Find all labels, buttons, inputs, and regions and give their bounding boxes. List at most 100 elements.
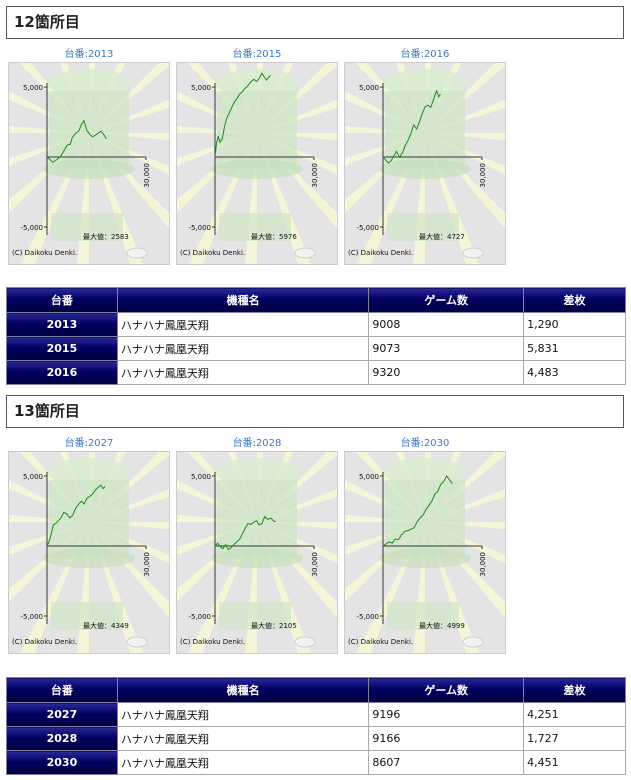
machine-number: 2015 [6, 336, 118, 361]
machine-table: 台番 機種名 ゲーム数 差枚 2013 ハナハナ鳳凰天翔 9008 1,290 … [6, 287, 626, 385]
coin-diff: 4,483 [523, 360, 626, 385]
header-model: 機種名 [116, 677, 370, 703]
balance-line [214, 515, 276, 551]
table-header-row: 台番 機種名 ゲーム数 差枚 [6, 287, 626, 313]
graph-label[interactable]: 台番:2030 [400, 438, 450, 449]
game-count: 9008 [368, 312, 525, 337]
copyright-text: (C) Daikoku Denki. [348, 249, 413, 257]
graph-label[interactable]: 台番:2013 [64, 49, 114, 60]
graph-2028[interactable]: 台番:2028 5,000 -5,000 30,000 最大値：2105 (C) Dai… [176, 437, 338, 654]
copyright-text: (C) Daikoku Denki. [12, 638, 77, 646]
graph-label[interactable]: 台番:2028 [232, 438, 282, 449]
table-row: 2013 ハナハナ鳳凰天翔 9008 1,290 [6, 312, 626, 337]
graph-label[interactable]: 台番:2016 [400, 49, 450, 60]
y-tick-bottom: -5,000 [356, 613, 379, 621]
model-name: ハナハナ鳳凰天翔 [116, 726, 370, 751]
header-number: 台番 [6, 287, 118, 313]
graph-svg: 5,000 -5,000 30,000 最大値：4999 (C) Daikoku Den… [345, 452, 505, 653]
y-tick-top: 5,000 [191, 473, 211, 481]
x-tick-end: 30,000 [143, 163, 151, 188]
table-row: 2028 ハナハナ鳳凰天翔 9166 1,727 [6, 726, 626, 751]
x-tick-end: 30,000 [311, 163, 319, 188]
game-count: 9073 [368, 336, 525, 361]
graph-box: 5,000 -5,000 30,000 最大値：4349 (C) Daikoku Den… [8, 451, 170, 654]
balance-line [382, 475, 453, 547]
graph-2030[interactable]: 台番:2030 5,000 -5,000 30,000 最大値：4999 (C) Dai… [344, 437, 506, 654]
max-value-label: 最大値：4999 [419, 621, 465, 630]
header-diff: 差枚 [523, 287, 626, 313]
graph-2015[interactable]: 台番:2015 5,000 -5,000 30,000 最大値：5976 (C) Dai… [176, 48, 338, 265]
balance-line [46, 484, 106, 547]
y-tick-bottom: -5,000 [188, 613, 211, 621]
copyright-text: (C) Daikoku Denki. [180, 638, 245, 646]
copyright-text: (C) Daikoku Denki. [180, 249, 245, 257]
table-row: 2027 ハナハナ鳳凰天翔 9196 4,251 [6, 702, 626, 727]
header-games: ゲーム数 [368, 677, 525, 703]
copyright-text: (C) Daikoku Denki. [12, 249, 77, 257]
graph-box: 5,000 -5,000 30,000 最大値：2583 (C) Daikoku Den… [8, 62, 170, 265]
header-games: ゲーム数 [368, 287, 525, 313]
game-count: 9166 [368, 726, 525, 751]
machine-table: 台番 機種名 ゲーム数 差枚 2027 ハナハナ鳳凰天翔 9196 4,251 … [6, 677, 626, 775]
graph-svg: 5,000 -5,000 30,000 最大値：4349 (C) Daikoku Den… [9, 452, 169, 653]
graph-box: 5,000 -5,000 30,000 最大値：4727 (C) Daikoku Den… [344, 62, 506, 265]
max-value-label: 最大値：5976 [251, 232, 297, 241]
y-tick-top: 5,000 [359, 84, 379, 92]
model-name: ハナハナ鳳凰天翔 [116, 360, 370, 385]
graph-svg: 5,000 -5,000 30,000 最大値：4727 (C) Daikoku Den… [345, 63, 505, 264]
copyright-text: (C) Daikoku Denki. [348, 638, 413, 646]
y-tick-bottom: -5,000 [20, 613, 43, 621]
y-tick-bottom: -5,000 [188, 224, 211, 232]
coin-diff: 1,290 [523, 312, 626, 337]
coin-diff: 4,251 [523, 702, 626, 727]
graph-background [177, 452, 337, 653]
graph-svg: 5,000 -5,000 30,000 最大値：2105 (C) Daikoku Den… [177, 452, 337, 653]
model-name: ハナハナ鳳凰天翔 [116, 750, 370, 775]
y-tick-top: 5,000 [359, 473, 379, 481]
y-tick-top: 5,000 [23, 84, 43, 92]
graph-2013[interactable]: 台番:2013 5,000 -5,000 30,000 最大値：2583 (C) Dai… [8, 48, 170, 265]
x-tick-end: 30,000 [143, 552, 151, 577]
max-value-label: 最大値：4727 [419, 232, 465, 241]
x-tick-end: 30,000 [479, 552, 487, 577]
graph-label[interactable]: 台番:2015 [232, 49, 282, 60]
machine-number: 2028 [6, 726, 118, 751]
max-value-label: 最大値：2105 [251, 621, 297, 630]
graph-label[interactable]: 台番:2027 [64, 438, 114, 449]
graph-box: 5,000 -5,000 30,000 最大値：4999 (C) Daikoku Den… [344, 451, 506, 654]
graph-2027[interactable]: 台番:2027 5,000 -5,000 30,000 最大値：4349 (C) Dai… [8, 437, 170, 654]
y-tick-top: 5,000 [23, 473, 43, 481]
balance-line [46, 119, 107, 163]
graph-box: 5,000 -5,000 30,000 最大値：5976 (C) Daikoku Den… [176, 62, 338, 265]
header-number: 台番 [6, 677, 118, 703]
table-header-row: 台番 機種名 ゲーム数 差枚 [6, 677, 626, 703]
model-name: ハナハナ鳳凰天翔 [116, 336, 370, 361]
graph-2016[interactable]: 台番:2016 5,000 -5,000 30,000 最大値：4727 (C) Dai… [344, 48, 506, 265]
y-tick-bottom: -5,000 [20, 224, 43, 232]
x-tick-end: 30,000 [479, 163, 487, 188]
table-row: 2030 ハナハナ鳳凰天翔 8607 4,451 [6, 750, 626, 775]
section-title: 12箇所目 [6, 6, 624, 39]
coin-diff: 5,831 [523, 336, 626, 361]
model-name: ハナハナ鳳凰天翔 [116, 312, 370, 337]
x-tick-end: 30,000 [311, 552, 319, 577]
table-row: 2016 ハナハナ鳳凰天翔 9320 4,483 [6, 360, 626, 385]
machine-number: 2030 [6, 750, 118, 775]
graph-box: 5,000 -5,000 30,000 最大値：2105 (C) Daikoku Den… [176, 451, 338, 654]
balance-line [214, 72, 272, 158]
balance-line [382, 89, 441, 164]
graph-svg: 5,000 -5,000 30,000 最大値：5976 (C) Daikoku Den… [177, 63, 337, 264]
max-value-label: 最大値：2583 [83, 232, 129, 241]
machine-number: 2016 [6, 360, 118, 385]
coin-diff: 1,727 [523, 726, 626, 751]
coin-diff: 4,451 [523, 750, 626, 775]
table-row: 2015 ハナハナ鳳凰天翔 9073 5,831 [6, 336, 626, 361]
header-diff: 差枚 [523, 677, 626, 703]
model-name: ハナハナ鳳凰天翔 [116, 702, 370, 727]
graph-svg: 5,000 -5,000 30,000 最大値：2583 (C) Daikoku Den… [9, 63, 169, 264]
game-count: 9196 [368, 702, 525, 727]
game-count: 8607 [368, 750, 525, 775]
y-tick-top: 5,000 [191, 84, 211, 92]
y-tick-bottom: -5,000 [356, 224, 379, 232]
game-count: 9320 [368, 360, 525, 385]
